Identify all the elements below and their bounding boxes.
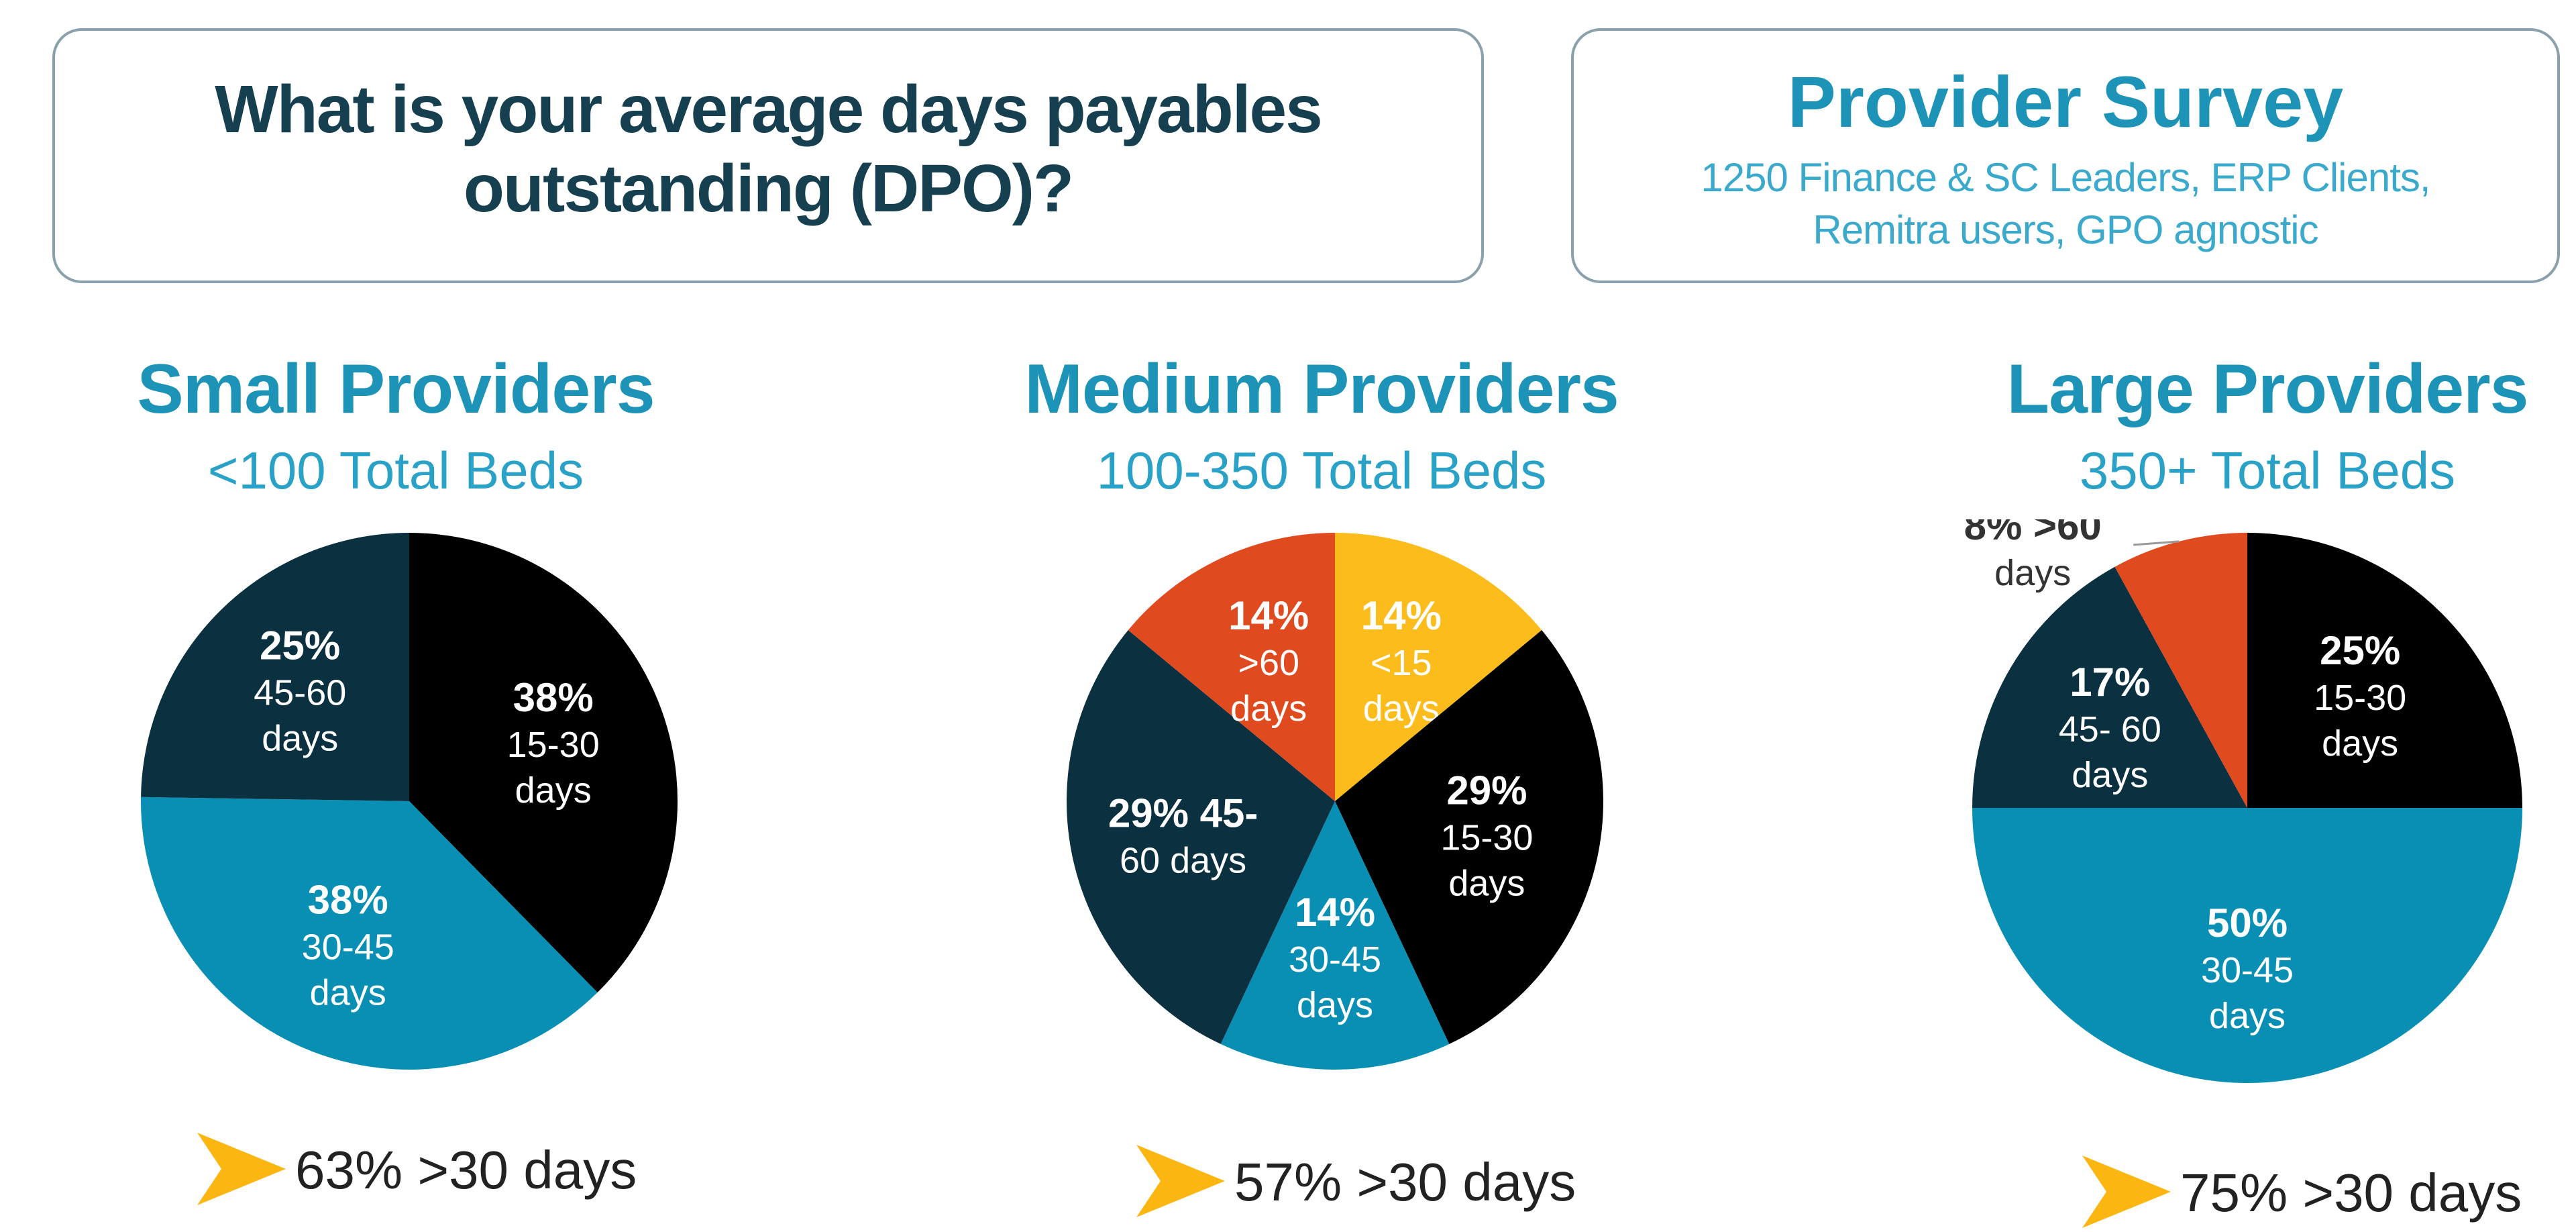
slice-percent-label: 25% <box>2320 628 2400 673</box>
slice-category-label: days <box>1297 985 1373 1025</box>
arrow-icon <box>197 1133 286 1205</box>
callout-text: 63% >30 days <box>295 1140 637 1200</box>
pie-chart-small: 38% 15-30 days 38% 30-45 days 25% 45-60 days <box>141 533 678 1070</box>
pie-slice <box>409 533 678 993</box>
panel-medium-providers: Medium Providers 100-350 Total Beds 14% <… <box>919 349 1724 1227</box>
pie-slice <box>1972 566 2247 808</box>
slice-category-label: days <box>310 972 386 1013</box>
slice-category-label: 15-30 <box>1440 818 1533 858</box>
pie-slice <box>2114 533 2247 808</box>
slice-category-label: >60 <box>1238 643 1299 683</box>
callout-text: 75% >30 days <box>2180 1163 2522 1223</box>
slice-category-label: days <box>2322 723 2398 764</box>
slice-percent-label: 17% <box>2070 660 2150 705</box>
pie-slice <box>1972 808 2522 1083</box>
slice-category-label: 30-45 <box>1289 939 1381 980</box>
slice-category-label: 45-60 <box>254 673 346 713</box>
slice-percent-label: 14% <box>1295 890 1375 935</box>
survey-box: Provider Survey 1250 Finance & SC Leader… <box>1571 28 2560 283</box>
panel-large-providers: Large Providers 350+ Total Beds 25% 15-30… <box>1865 349 2576 1228</box>
panel-subtitle: 100-350 Total Beds <box>1096 441 1547 500</box>
slice-category-label: 15-30 <box>507 725 600 765</box>
slice-category-label: 60 days <box>1120 841 1246 881</box>
slice-category-label: days <box>262 719 338 759</box>
slice-percent-label: 38% <box>513 675 594 720</box>
slice-percent-label: 25% <box>260 623 340 668</box>
slice-category-label: days <box>1448 864 1525 904</box>
panel-title: Large Providers <box>2006 350 2529 428</box>
slice-category-label: days <box>515 770 592 811</box>
arrow-icon <box>2082 1156 2171 1228</box>
question-line-2: outstanding (DPO)? <box>463 151 1074 226</box>
slice-percent-label: 29% <box>1446 768 1527 813</box>
panel-small-providers: Small Providers <100 Total Beds 38% 15-30… <box>0 349 798 1227</box>
slice-percent-label: 8% >60 <box>1964 519 2102 548</box>
pie-slice <box>1335 533 1542 801</box>
arrow-icon <box>1136 1145 1225 1217</box>
pie-slice <box>2247 533 2522 808</box>
slice-percent-label: 14% <box>1361 593 1442 638</box>
survey-line-2: Remitra users, GPO agnostic <box>1813 207 2318 252</box>
pie-slice <box>1067 630 1335 1044</box>
panel-subtitle: 350+ Total Beds <box>2079 441 2456 500</box>
panel-subtitle: <100 Total Beds <box>207 441 584 500</box>
slice-percent-label: 29% 45- <box>1108 791 1258 836</box>
survey-line-1: 1250 Finance & SC Leaders, ERP Clients, <box>1701 155 2430 200</box>
pie-slice <box>1220 801 1450 1070</box>
slice-category-label: days <box>2072 755 2148 795</box>
panel-title: Small Providers <box>137 350 655 428</box>
pie-slice <box>141 533 409 801</box>
slice-category-label: days <box>1363 688 1440 729</box>
callout-text: 57% >30 days <box>1234 1152 1576 1212</box>
slice-category-label: days <box>2209 996 2286 1036</box>
panel-title: Medium Providers <box>1024 350 1619 428</box>
survey-title: Provider Survey <box>1787 61 2344 142</box>
slice-category-label: days <box>1230 688 1307 729</box>
slice-category-label: days <box>1994 553 2071 593</box>
slice-percent-label: 38% <box>308 877 388 922</box>
slice-percent-label: 14% <box>1228 593 1309 638</box>
pie-slice <box>141 797 598 1070</box>
leader-line <box>2133 540 2180 546</box>
slice-percent-label: 50% <box>2207 901 2288 945</box>
pie-slice <box>1335 630 1603 1044</box>
pie-chart-large: 25% 15-30 days 50% 30-45 days 17%45- 60 days 8% … <box>1964 519 2522 1083</box>
slice-category-label: 30-45 <box>302 927 394 967</box>
slice-category-label: <15 <box>1371 643 1432 683</box>
question-line-1: What is your average days payables <box>215 72 1322 147</box>
question-box: What is your average days payables outst… <box>52 28 1484 283</box>
slice-category-label: 45- 60 <box>2059 709 2161 750</box>
slice-category-label: 15-30 <box>2314 678 2406 718</box>
slice-category-label: 30-45 <box>2201 950 2294 990</box>
pie-slice <box>1128 533 1335 801</box>
